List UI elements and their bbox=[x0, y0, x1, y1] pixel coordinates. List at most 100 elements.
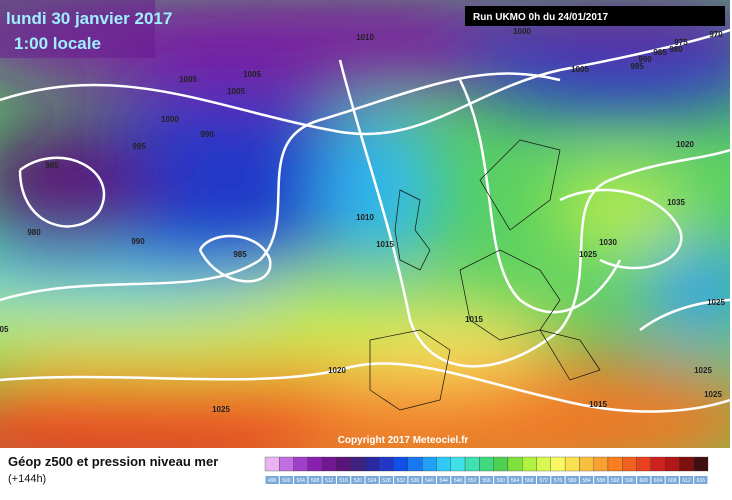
colorbar-label: 508 bbox=[311, 478, 320, 484]
isobar-label: 1015 bbox=[589, 400, 607, 409]
colorbar-swatch bbox=[336, 456, 351, 472]
colorbar-label: 512 bbox=[325, 478, 334, 484]
colorbar-label: 540 bbox=[425, 478, 434, 484]
colorbar-label: 532 bbox=[397, 478, 406, 484]
colorbar-label-bg bbox=[537, 476, 551, 484]
colorbar-label-bg bbox=[365, 476, 379, 484]
colorbar-swatch bbox=[664, 456, 680, 472]
isobar-label: 1020 bbox=[676, 140, 694, 149]
colorbar-swatch bbox=[450, 456, 466, 472]
colorbar-swatch bbox=[650, 456, 666, 472]
colorbar-swatch bbox=[307, 456, 323, 472]
coastlines bbox=[369, 139, 601, 411]
colorbar-label-bg bbox=[637, 476, 651, 484]
colorbar-swatch bbox=[407, 456, 423, 472]
isobar-label: 990 bbox=[131, 237, 145, 246]
colorbar-label-bg bbox=[579, 476, 594, 484]
colorbar-label-bg bbox=[322, 476, 336, 484]
colorbar-swatch bbox=[422, 456, 437, 472]
colorbar-label-bg bbox=[294, 476, 308, 484]
isobar-label: 1005 bbox=[179, 75, 197, 84]
isobar-label: 1005 bbox=[243, 70, 261, 79]
colorbar-label: 556 bbox=[482, 478, 491, 484]
colorbar-label-bg bbox=[508, 476, 522, 484]
colorbar-label: 524 bbox=[368, 478, 377, 484]
colorbar-label: 604 bbox=[654, 478, 663, 484]
colorbar-swatch bbox=[536, 456, 551, 472]
colorbar-label: 516 bbox=[339, 478, 348, 484]
isobar-label: 1010 bbox=[356, 213, 374, 222]
colorbar-swatch bbox=[507, 456, 523, 472]
colorbar-label-bg bbox=[422, 476, 436, 484]
colorbar-label: 588 bbox=[597, 478, 606, 484]
colorbar-label: 600 bbox=[640, 478, 649, 484]
colorbar-swatch bbox=[493, 456, 509, 472]
isobar-label: 1005 bbox=[227, 87, 245, 96]
colorbar-label-bg bbox=[594, 476, 608, 484]
colorbar-label: 568 bbox=[525, 478, 534, 484]
isobar-label: 995 bbox=[132, 142, 146, 151]
colorbar-label: 496 bbox=[268, 478, 277, 484]
colorbar-label: 500 bbox=[282, 478, 291, 484]
isobar-label: 1030 bbox=[599, 238, 617, 247]
isobar-label: 1035 bbox=[667, 198, 685, 207]
isobar-label: 1000 bbox=[513, 27, 531, 36]
colorbar-label-bg bbox=[451, 476, 465, 484]
colorbar-label-bg bbox=[608, 476, 622, 484]
colorbar-label: 520 bbox=[354, 478, 363, 484]
colorbar-label-bg bbox=[379, 476, 394, 484]
isobar-label: 990 bbox=[200, 130, 214, 139]
colorbar-label-bg bbox=[351, 476, 365, 484]
isobar-label: 1025 bbox=[579, 250, 597, 259]
colorbar-label-bg bbox=[336, 476, 351, 484]
colorbar-label: 548 bbox=[454, 478, 463, 484]
colorbar-swatch bbox=[264, 456, 280, 472]
isobars bbox=[0, 28, 730, 413]
colorbar-label-bg bbox=[465, 476, 479, 484]
colorbar-label: 616 bbox=[697, 478, 706, 484]
isobar-label: 1000 bbox=[161, 115, 179, 124]
colorbar-label: 504 bbox=[297, 478, 306, 484]
colorbar-swatch bbox=[679, 456, 694, 472]
isobar-label: 1005 bbox=[571, 65, 589, 74]
colorbar-swatch bbox=[593, 456, 609, 472]
colorbar-label-bg bbox=[479, 476, 494, 484]
colorbar-swatch bbox=[364, 456, 380, 472]
isobar-label: 1020 bbox=[328, 366, 346, 375]
footer-title: Géop z500 et pression niveau mer bbox=[8, 454, 218, 469]
isobar-label: 985 bbox=[233, 250, 247, 259]
colorbar-swatch bbox=[393, 456, 409, 472]
colorbar-swatch bbox=[464, 456, 480, 472]
isobar-label: 980 bbox=[669, 45, 683, 54]
colorbar-label-bg bbox=[679, 476, 694, 484]
colorbar-label-bg bbox=[565, 476, 579, 484]
isobar-label: 1025 bbox=[704, 390, 722, 399]
colorbar-label: 580 bbox=[568, 478, 577, 484]
colorbar-swatch bbox=[579, 456, 594, 472]
colorbar-swatch bbox=[436, 456, 451, 472]
isobar-label: 970 bbox=[709, 30, 723, 39]
colorbar-label: 564 bbox=[511, 478, 520, 484]
colorbar-swatch bbox=[479, 456, 494, 472]
colorbar-label-bg bbox=[436, 476, 451, 484]
run-box bbox=[465, 6, 725, 26]
colorbar-label: 592 bbox=[611, 478, 620, 484]
colorbar-label: 560 bbox=[497, 478, 506, 484]
colorbar-label: 612 bbox=[682, 478, 691, 484]
colorbar-swatch bbox=[322, 456, 337, 472]
isobar-label: 985 bbox=[653, 48, 667, 57]
colorbar-label: 528 bbox=[382, 478, 391, 484]
isobar-label: 1025 bbox=[707, 298, 725, 307]
colorbar-label: 584 bbox=[582, 478, 591, 484]
colorbar-label: 536 bbox=[411, 478, 420, 484]
colorbar-label-bg bbox=[408, 476, 422, 484]
colorbar-label: 576 bbox=[554, 478, 563, 484]
time: 1:00 locale bbox=[14, 34, 101, 53]
date: lundi 30 janvier 2017 bbox=[6, 9, 172, 28]
colorbar-label: 608 bbox=[668, 478, 677, 484]
isobar-label: 985 bbox=[45, 161, 59, 170]
isobar-label: 05 bbox=[0, 325, 9, 334]
colorbar-label-bg bbox=[279, 476, 294, 484]
colorbar: 496 500 504 508 512 516 520 524 528 532 536 540 544 5… bbox=[264, 456, 709, 484]
